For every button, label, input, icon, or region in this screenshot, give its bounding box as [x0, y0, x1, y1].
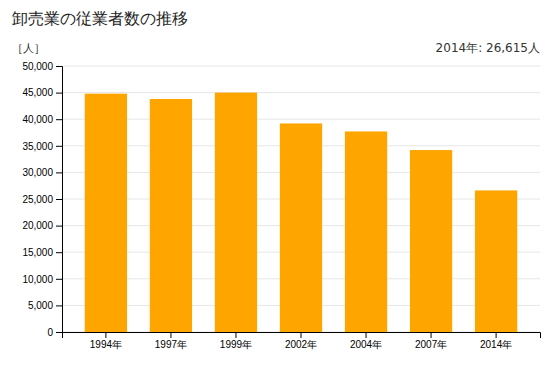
tick-label: 45,000: [22, 87, 53, 98]
tick-label: 2007年: [415, 339, 447, 350]
tick: 2007年: [415, 332, 447, 350]
tick: 1994年: [90, 332, 122, 350]
tick-label: 10,000: [22, 274, 53, 285]
bar: [85, 94, 127, 332]
bar: [475, 190, 517, 332]
tick-mark: [56, 199, 62, 200]
bar: [345, 131, 387, 332]
y-axis: 0 5,000 10,000 15,000 20,000 25,000 30,000 35,0…: [22, 61, 62, 338]
tick-label: 25,000: [22, 194, 53, 205]
tick-mark: [56, 66, 62, 67]
tick: 5,000: [28, 300, 62, 311]
bar: [150, 99, 192, 332]
tick-mark: [56, 146, 62, 147]
tick-label: 1999年: [220, 339, 252, 350]
tick-label: 2002年: [285, 339, 317, 350]
tick: 2002年: [285, 332, 317, 350]
tick-mark: [301, 332, 302, 338]
tick: 35,000: [22, 141, 62, 152]
grid-line: [62, 92, 540, 93]
grid: [62, 66, 540, 332]
axis-title: ［人］: [12, 42, 45, 55]
tick-label: 1997年: [155, 339, 187, 350]
tick: 1997年: [155, 332, 187, 350]
bar: [410, 150, 452, 332]
annotation: 2014年: 26,615人: [436, 41, 540, 55]
tick: 40,000: [22, 114, 62, 125]
plot: 0 5,000 10,000 15,000 20,000 25,000 30,000 35,0…: [22, 61, 540, 350]
tick: 50,000: [22, 61, 62, 72]
tick: 30,000: [22, 167, 62, 178]
tick-label: 50,000: [22, 61, 53, 72]
tick-mark: [235, 332, 236, 338]
tick-mark: [105, 332, 106, 338]
tick: 25,000: [22, 194, 62, 205]
tick: 1999年: [220, 332, 252, 350]
axis-line: [63, 333, 541, 339]
chart: 0 5,000 10,000 15,000 20,000 25,000 30,000 35,0…: [0, 0, 560, 366]
grid-line: [62, 119, 540, 120]
bar: [215, 93, 257, 332]
bars: [85, 93, 517, 332]
tick-mark: [56, 279, 62, 280]
tick-mark: [56, 119, 62, 120]
tick-mark: [56, 305, 62, 306]
tick: 15,000: [22, 247, 62, 258]
tick-label: 15,000: [22, 247, 53, 258]
tick-label: 5,000: [28, 300, 53, 311]
tick-label: 0: [47, 327, 53, 338]
tick-label: 30,000: [22, 167, 53, 178]
tick: 0: [47, 327, 62, 338]
axis-line: [56, 67, 63, 333]
tick-mark: [56, 93, 62, 94]
tick-mark: [496, 332, 497, 338]
tick: 2014年: [480, 332, 512, 350]
x-axis: 1994年 1997年 1999年 2002年 2004年 2007年 2014年: [63, 332, 541, 350]
tick: 20,000: [22, 220, 62, 231]
tick-mark: [366, 332, 367, 338]
tick-mark: [56, 332, 62, 333]
tick-mark: [56, 172, 62, 173]
tick-mark: [56, 226, 62, 227]
tick-mark: [431, 332, 432, 338]
tick: 10,000: [22, 274, 62, 285]
tick-label: 35,000: [22, 141, 53, 152]
tick: 45,000: [22, 87, 62, 98]
grid-line: [62, 66, 540, 67]
tick-label: 2014年: [480, 339, 512, 350]
tick-mark: [170, 332, 171, 338]
tick-label: 20,000: [22, 220, 53, 231]
title: 卸売業の従業者数の推移: [12, 9, 188, 28]
tick-label: 1994年: [90, 339, 122, 350]
tick: 2004年: [350, 332, 382, 350]
tick-mark: [56, 252, 62, 253]
tick-label: 40,000: [22, 114, 53, 125]
bar: [280, 123, 322, 332]
tick-label: 2004年: [350, 339, 382, 350]
